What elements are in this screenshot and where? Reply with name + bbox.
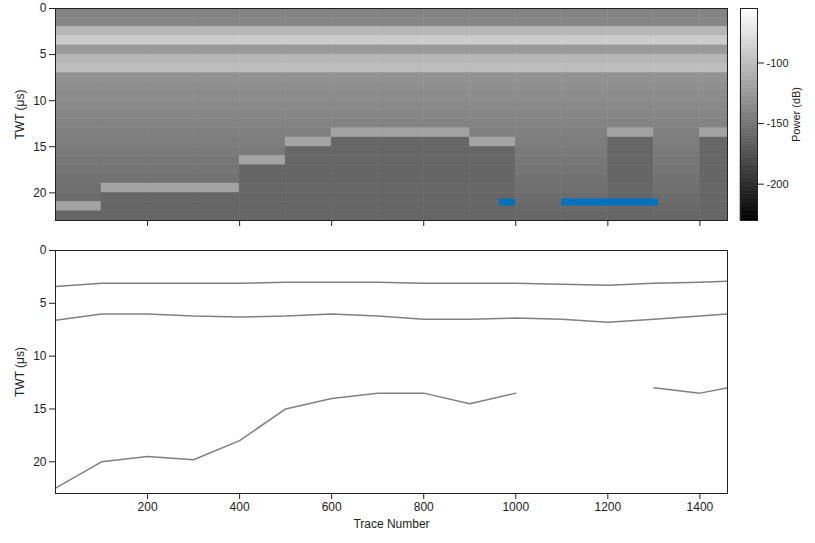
svg-text:15: 15	[33, 402, 47, 416]
svg-text:0: 0	[40, 1, 47, 15]
svg-text:1200: 1200	[594, 500, 621, 514]
svg-text:-200: -200	[767, 178, 789, 190]
svg-text:TWT (μs): TWT (μs)	[13, 347, 27, 397]
svg-text:-150: -150	[767, 117, 789, 129]
svg-text:Power (dB): Power (dB)	[790, 87, 802, 142]
svg-text:20: 20	[33, 186, 47, 200]
svg-text:400: 400	[230, 500, 250, 514]
svg-text:600: 600	[322, 500, 342, 514]
svg-text:15: 15	[33, 140, 47, 154]
svg-text:5: 5	[40, 47, 47, 61]
svg-text:1000: 1000	[502, 500, 529, 514]
svg-text:0: 0	[40, 243, 47, 257]
svg-text:10: 10	[33, 94, 47, 108]
svg-text:10: 10	[33, 349, 47, 363]
svg-text:200: 200	[138, 500, 158, 514]
svg-text:5: 5	[40, 296, 47, 310]
svg-text:Trace Number: Trace Number	[353, 517, 429, 531]
svg-text:TWT (μs): TWT (μs)	[13, 89, 27, 139]
svg-text:20: 20	[33, 455, 47, 469]
svg-text:-100: -100	[767, 57, 789, 69]
svg-text:800: 800	[414, 500, 434, 514]
svg-text:1400: 1400	[687, 500, 714, 514]
